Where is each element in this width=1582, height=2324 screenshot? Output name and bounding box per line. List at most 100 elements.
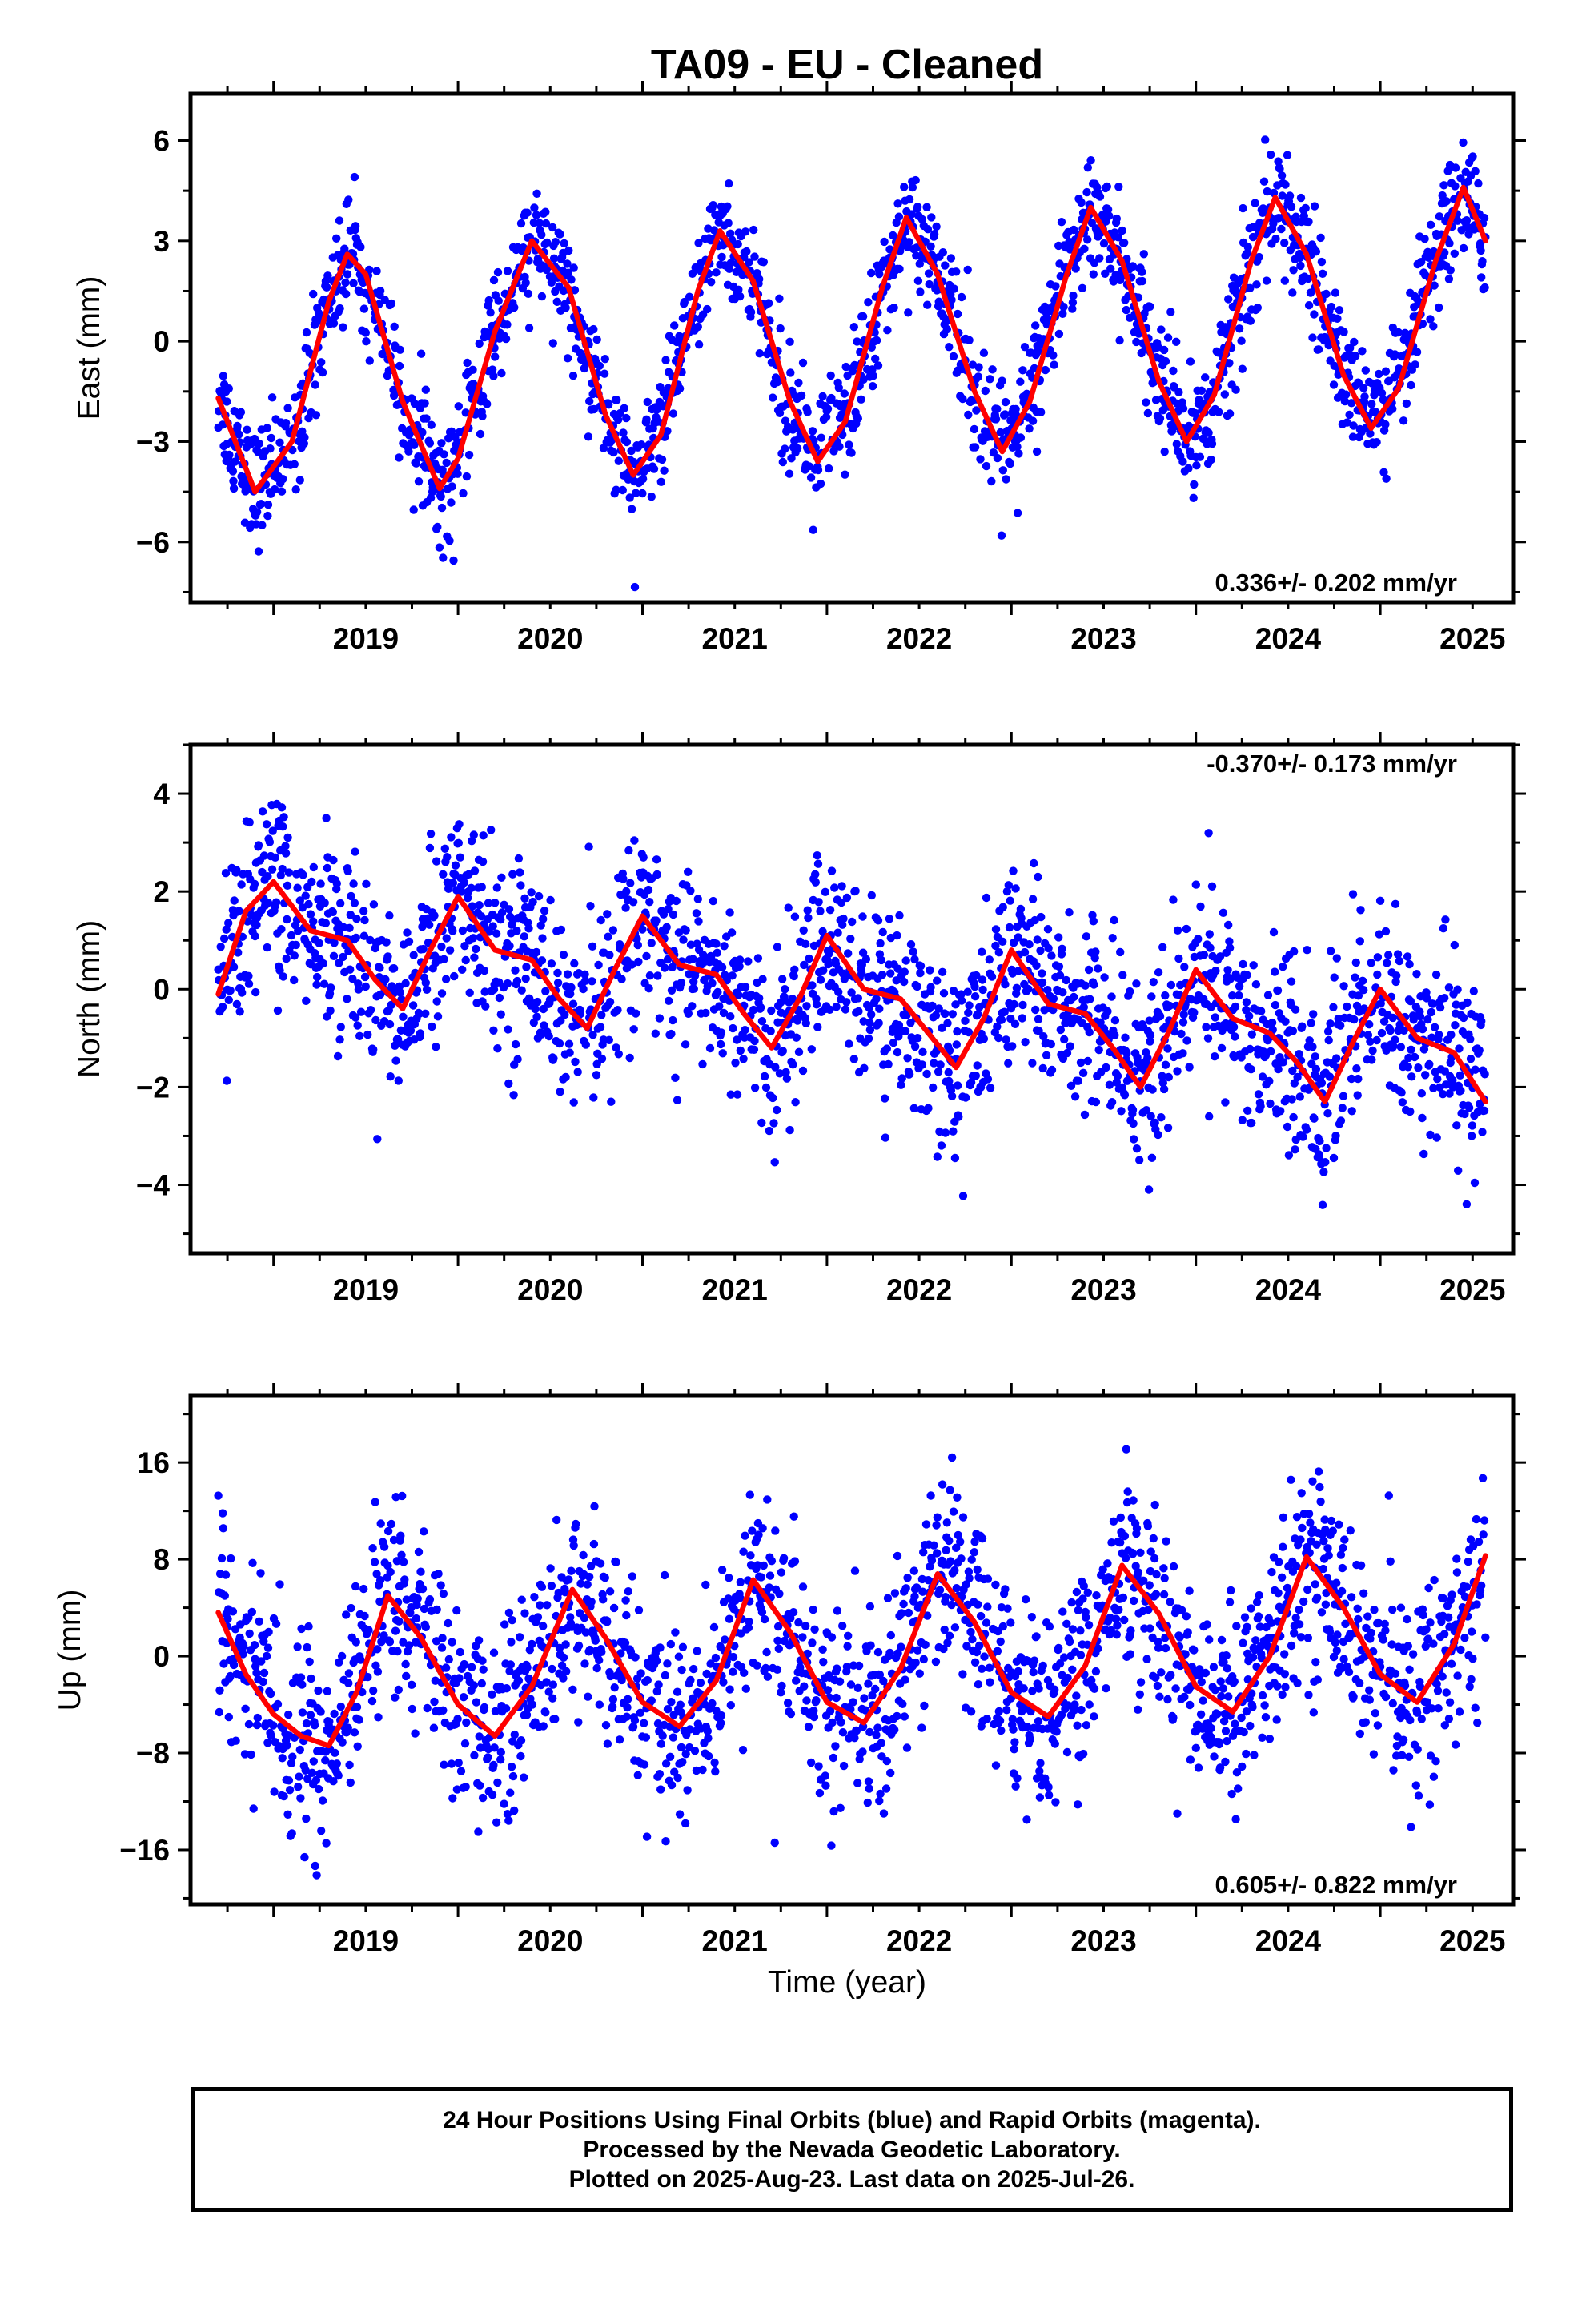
data-point xyxy=(867,1010,876,1019)
data-point xyxy=(830,883,839,892)
data-point xyxy=(982,893,991,903)
data-point xyxy=(1459,1013,1468,1023)
data-point xyxy=(1429,322,1438,331)
data-point xyxy=(226,986,235,995)
data-point xyxy=(991,415,1001,424)
data-point xyxy=(493,1044,502,1053)
data-point xyxy=(685,292,694,301)
data-point xyxy=(563,970,572,979)
data-point xyxy=(1466,1055,1476,1063)
data-point xyxy=(1450,249,1460,258)
data-point xyxy=(1178,1049,1187,1058)
data-point xyxy=(986,1084,995,1092)
data-point xyxy=(701,1008,710,1018)
data-point xyxy=(1476,246,1485,255)
data-point xyxy=(667,1698,676,1707)
data-point xyxy=(1326,1019,1335,1028)
data-point xyxy=(1377,1028,1387,1038)
data-point xyxy=(567,275,576,284)
data-point xyxy=(1331,1132,1340,1140)
data-point xyxy=(1410,1052,1419,1062)
data-point xyxy=(981,386,990,396)
data-point xyxy=(352,915,361,923)
data-point xyxy=(865,1025,875,1035)
y-tick-label: −2 xyxy=(136,1071,170,1104)
data-point xyxy=(440,1760,448,1769)
data-point xyxy=(704,1751,713,1761)
data-point xyxy=(1205,1112,1214,1121)
data-point xyxy=(994,948,1004,957)
data-point xyxy=(241,1704,250,1713)
data-point xyxy=(678,1642,688,1651)
data-point xyxy=(322,814,331,822)
data-point xyxy=(998,376,1006,385)
data-point xyxy=(434,1570,443,1578)
data-point xyxy=(288,1752,297,1761)
data-point xyxy=(1265,1076,1274,1086)
data-point xyxy=(504,1608,514,1618)
data-point xyxy=(252,920,261,930)
data-point xyxy=(421,1622,430,1632)
data-point xyxy=(675,1810,685,1819)
data-point xyxy=(1283,151,1292,159)
data-point xyxy=(1323,1027,1333,1036)
data-point xyxy=(726,1090,735,1099)
data-point xyxy=(1142,398,1150,407)
data-point xyxy=(1415,1012,1425,1021)
data-point xyxy=(1172,440,1182,448)
data-point xyxy=(298,903,307,912)
data-point xyxy=(1147,1153,1157,1163)
data-point xyxy=(228,1607,238,1616)
data-point xyxy=(470,953,479,962)
data-point xyxy=(326,1006,335,1015)
data-point xyxy=(608,1695,618,1704)
data-point xyxy=(645,971,655,980)
data-point xyxy=(605,1587,615,1596)
data-point xyxy=(341,278,350,287)
data-point xyxy=(1147,992,1156,1001)
data-point xyxy=(663,1659,672,1668)
data-point xyxy=(560,1010,569,1019)
data-point xyxy=(927,213,936,222)
data-point xyxy=(814,898,823,907)
y-tick-label: −3 xyxy=(136,425,170,458)
data-point xyxy=(1196,902,1205,911)
data-point xyxy=(1243,971,1251,979)
data-point xyxy=(901,956,910,965)
data-point xyxy=(1352,1064,1361,1073)
data-points xyxy=(214,799,1489,1209)
data-point xyxy=(618,485,627,495)
data-point xyxy=(510,303,519,312)
data-point xyxy=(717,1039,725,1049)
data-point xyxy=(1430,281,1439,290)
data-point xyxy=(1358,976,1367,986)
data-point xyxy=(354,985,363,994)
data-point xyxy=(1135,1156,1144,1164)
data-point xyxy=(711,1653,721,1663)
data-point xyxy=(857,395,865,404)
data-point xyxy=(317,358,326,367)
data-point xyxy=(1343,1002,1351,1011)
data-point xyxy=(437,989,447,998)
data-point xyxy=(1184,464,1193,473)
data-point xyxy=(340,244,349,253)
data-point xyxy=(1367,1055,1376,1064)
data-point xyxy=(287,1829,296,1838)
data-point xyxy=(818,927,827,936)
data-point xyxy=(1080,1110,1090,1120)
data-point xyxy=(674,1652,684,1661)
data-point xyxy=(979,1035,989,1043)
data-point xyxy=(991,925,1001,934)
data-point xyxy=(514,854,524,863)
data-point xyxy=(779,1554,789,1563)
data-point xyxy=(818,392,827,401)
data-point xyxy=(494,296,503,305)
data-point xyxy=(723,202,732,211)
data-point xyxy=(1342,390,1351,399)
data-point xyxy=(1025,424,1034,433)
data-point xyxy=(684,867,693,877)
data-point xyxy=(414,477,424,486)
data-point xyxy=(1379,426,1389,435)
data-point xyxy=(427,420,436,429)
data-point xyxy=(239,1642,248,1651)
